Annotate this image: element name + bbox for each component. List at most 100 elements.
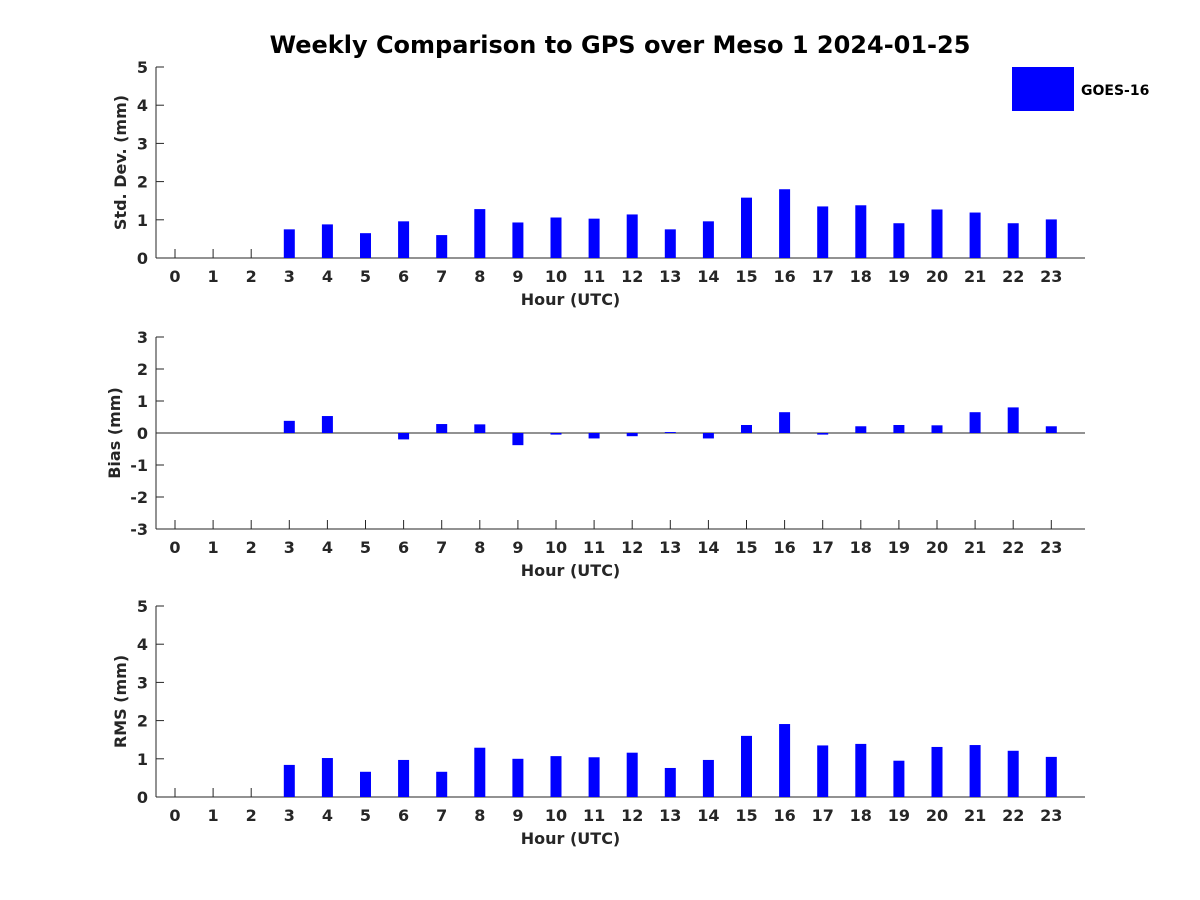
x-tick-label: 6 xyxy=(398,806,409,825)
x-tick-label: 11 xyxy=(583,806,605,825)
bar-std-dev-hour-13 xyxy=(664,229,676,258)
x-tick-label: 20 xyxy=(926,267,948,286)
x-tick-label: 4 xyxy=(322,267,333,286)
bar-bias-hour-12 xyxy=(626,433,638,437)
bar-std-dev-hour-6 xyxy=(398,221,410,258)
x-tick-label: 22 xyxy=(1002,806,1024,825)
bar-rms-hour-6 xyxy=(398,759,410,797)
bar-bias-hour-14 xyxy=(702,433,714,439)
bar-std-dev-hour-23 xyxy=(1045,219,1057,258)
x-tick-label: 7 xyxy=(436,267,447,286)
x-tick-label: 18 xyxy=(850,267,872,286)
y-tick-label: -1 xyxy=(130,456,148,475)
y-tick-label: 0 xyxy=(137,249,148,268)
y-tick-label: 1 xyxy=(137,211,148,230)
y-tick-label: 0 xyxy=(137,788,148,807)
bar-rms-hour-9 xyxy=(512,758,524,797)
bar-rms-hour-14 xyxy=(702,759,714,797)
bar-std-dev-hour-12 xyxy=(626,214,638,258)
y-axis-label: Std. Dev. (mm) xyxy=(111,95,130,230)
bar-rms-hour-18 xyxy=(855,743,867,797)
bar-rms-hour-20 xyxy=(931,746,943,797)
x-tick-label: 19 xyxy=(888,267,910,286)
y-tick-label: 3 xyxy=(137,328,148,347)
x-tick-label: 1 xyxy=(208,806,219,825)
bar-rms-hour-7 xyxy=(436,771,448,797)
x-tick-label: 4 xyxy=(322,538,333,557)
x-tick-label: 16 xyxy=(773,267,795,286)
x-tick-label: 6 xyxy=(398,538,409,557)
bar-std-dev-hour-22 xyxy=(1007,223,1019,258)
bar-rms-hour-13 xyxy=(664,767,676,797)
x-tick-label: 22 xyxy=(1002,267,1024,286)
legend-swatch-goes16 xyxy=(1012,67,1074,111)
bar-bias-hour-17 xyxy=(817,433,829,435)
y-tick-label: 2 xyxy=(137,173,148,192)
bar-bias-hour-9 xyxy=(512,433,524,446)
bar-std-dev-hour-4 xyxy=(321,224,333,258)
x-tick-label: 19 xyxy=(888,538,910,557)
x-tick-label: 6 xyxy=(398,267,409,286)
x-tick-label: 1 xyxy=(208,267,219,286)
bar-std-dev-hour-5 xyxy=(360,233,371,258)
x-tick-label: 10 xyxy=(545,538,567,557)
x-tick-label: 9 xyxy=(512,806,523,825)
y-tick-label: 0 xyxy=(137,424,148,443)
bar-std-dev-hour-16 xyxy=(779,189,791,258)
bar-bias-hour-20 xyxy=(931,425,943,433)
bar-std-dev-hour-19 xyxy=(893,223,905,258)
bar-bias-hour-10 xyxy=(550,433,562,435)
bar-std-dev-hour-8 xyxy=(474,209,486,258)
y-tick-label: -3 xyxy=(130,520,148,539)
x-tick-label: 22 xyxy=(1002,538,1024,557)
bar-bias-hour-6 xyxy=(398,433,410,440)
y-tick-label: 2 xyxy=(137,712,148,731)
bar-std-dev-hour-15 xyxy=(741,197,752,258)
x-tick-label: 16 xyxy=(773,538,795,557)
bar-bias-hour-23 xyxy=(1045,426,1057,433)
y-tick-label: 4 xyxy=(137,635,148,654)
x-tick-label: 14 xyxy=(697,806,719,825)
x-tick-label: 8 xyxy=(474,806,485,825)
bar-bias-hour-13 xyxy=(664,432,676,433)
x-tick-label: 2 xyxy=(246,267,257,286)
x-tick-label: 13 xyxy=(659,806,681,825)
x-tick-label: 12 xyxy=(621,538,643,557)
bar-std-dev-hour-20 xyxy=(931,209,943,258)
bar-std-dev-hour-3 xyxy=(283,229,295,258)
x-tick-label: 0 xyxy=(169,806,180,825)
x-tick-label: 13 xyxy=(659,538,681,557)
x-tick-label: 23 xyxy=(1040,538,1062,557)
bar-std-dev-hour-9 xyxy=(512,222,524,258)
x-tick-label: 14 xyxy=(697,538,719,557)
bar-rms-hour-10 xyxy=(550,756,562,797)
bar-bias-hour-11 xyxy=(588,433,600,439)
bar-std-dev-hour-21 xyxy=(969,212,981,258)
bar-std-dev-hour-14 xyxy=(702,221,714,258)
bar-bias-hour-7 xyxy=(436,424,448,433)
bar-rms-hour-8 xyxy=(474,747,486,797)
chart-title: Weekly Comparison to GPS over Meso 1 202… xyxy=(270,31,971,59)
x-tick-label: 11 xyxy=(583,538,605,557)
bar-rms-hour-11 xyxy=(588,757,600,797)
bar-rms-hour-21 xyxy=(969,745,981,797)
y-tick-label: 2 xyxy=(137,360,148,379)
x-tick-label: 7 xyxy=(436,538,447,557)
x-tick-label: 18 xyxy=(850,538,872,557)
x-tick-label: 18 xyxy=(850,806,872,825)
bar-rms-hour-4 xyxy=(321,758,333,797)
x-tick-label: 3 xyxy=(284,538,295,557)
bar-rms-hour-23 xyxy=(1045,756,1057,797)
bar-bias-hour-15 xyxy=(741,425,752,433)
x-tick-label: 21 xyxy=(964,806,986,825)
x-tick-label: 2 xyxy=(246,538,257,557)
x-tick-label: 9 xyxy=(512,538,523,557)
x-tick-label: 21 xyxy=(964,267,986,286)
x-tick-label: 10 xyxy=(545,267,567,286)
x-axis-label: Hour (UTC) xyxy=(521,290,621,309)
x-tick-label: 3 xyxy=(284,806,295,825)
x-tick-label: 21 xyxy=(964,538,986,557)
